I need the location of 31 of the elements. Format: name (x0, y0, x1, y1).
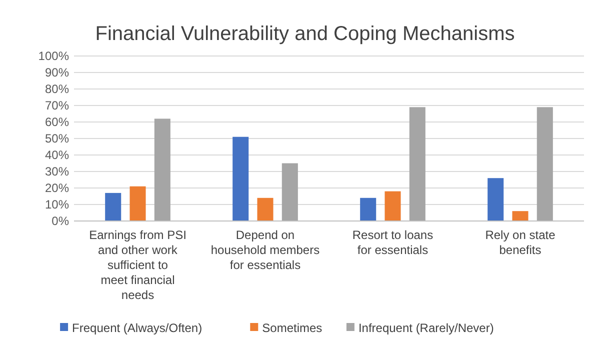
y-tick-label: 0% (52, 214, 70, 228)
y-tick-label: 100% (38, 49, 70, 64)
y-tick-label: 10% (44, 198, 70, 212)
legend-label: Sometimes (262, 321, 322, 336)
bar (130, 186, 146, 221)
bar (488, 178, 504, 221)
legend-label: Infrequent (Rarely/Never) (358, 321, 494, 336)
bar (536, 107, 553, 221)
x-tick-label: Resort to loans for essentials (352, 228, 434, 257)
bar (232, 136, 249, 221)
legend-label: Frequent (Always/Often) (72, 321, 202, 336)
bar (409, 107, 426, 221)
y-tick-label: 60% (44, 115, 70, 130)
x-tick-label: Depend on household members for essentials (210, 228, 320, 272)
bar (257, 198, 274, 221)
y-tick-label: 70% (44, 98, 70, 113)
bar (282, 163, 298, 221)
y-tick-label: 50% (44, 132, 70, 146)
x-tick-label: Earnings from PSI and other work sufficient to meet financial needs (89, 228, 186, 302)
y-tick-label: 80% (44, 82, 70, 96)
chart-title: Financial Vulnerability and Coping Mechanisms (95, 23, 515, 45)
bar (384, 191, 401, 221)
y-tick-label: 40% (44, 148, 70, 162)
bar (360, 198, 376, 221)
y-tick-label: 90% (44, 66, 70, 80)
y-tick-label: 30% (44, 164, 70, 179)
bar (154, 118, 170, 221)
bar (512, 211, 528, 221)
bar (105, 192, 122, 221)
y-tick-label: 20% (44, 181, 70, 196)
x-tick-label: Rely on state benefits (485, 228, 556, 257)
